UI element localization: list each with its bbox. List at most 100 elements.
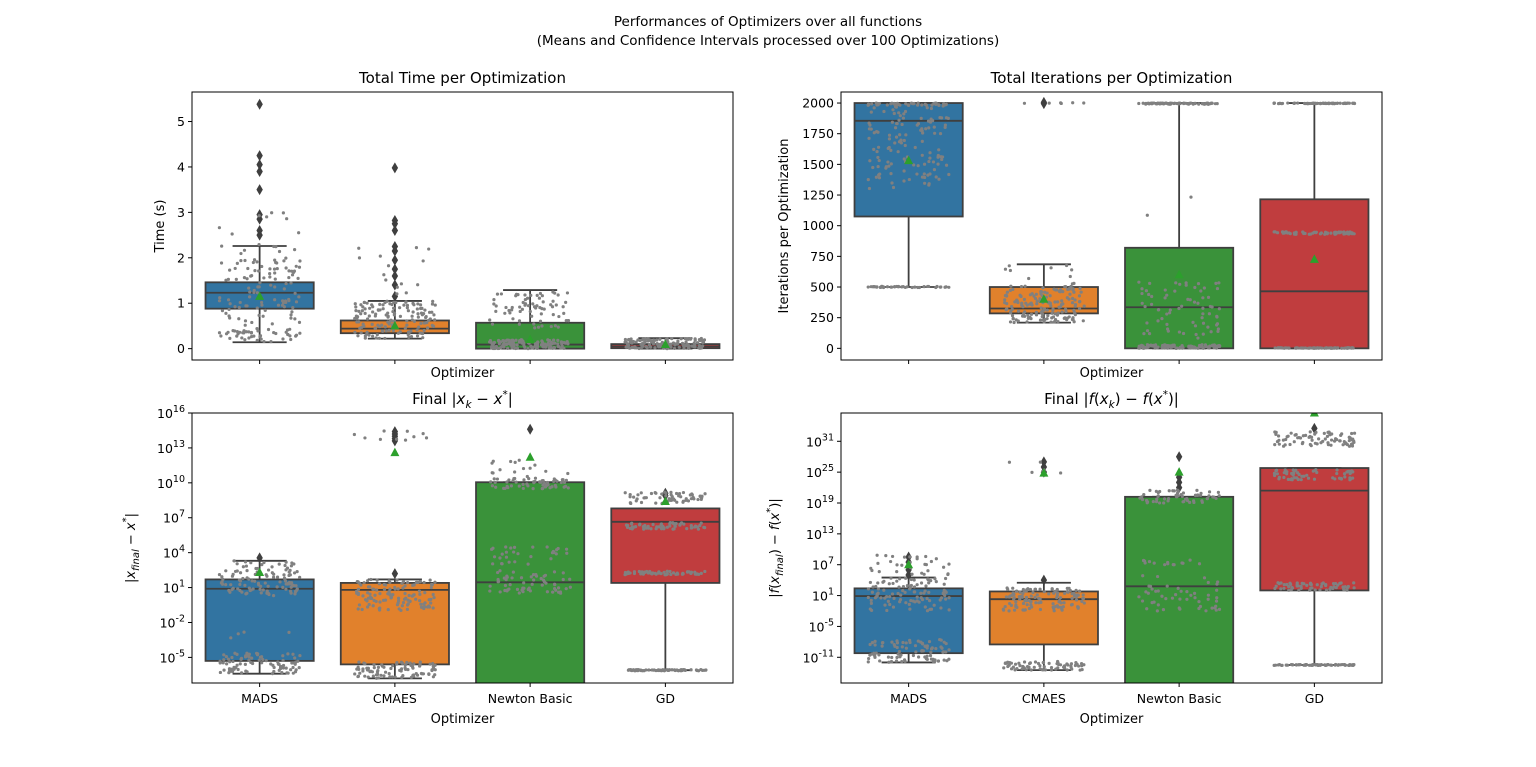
strip-point — [297, 231, 300, 234]
strip-point — [529, 310, 532, 313]
strip-point — [921, 598, 924, 601]
strip-point — [1186, 499, 1189, 502]
strip-point — [1193, 286, 1196, 289]
strip-point — [1052, 315, 1055, 318]
strip-point — [1336, 346, 1339, 349]
strip-point — [285, 561, 288, 564]
strip-point — [893, 643, 896, 646]
strip-point — [243, 249, 246, 252]
strip-point — [221, 309, 224, 312]
strip-point — [220, 261, 223, 264]
strip-point — [918, 601, 921, 604]
strip-point — [889, 172, 892, 175]
strip-point — [888, 603, 891, 606]
strip-point — [233, 652, 236, 655]
strip-point — [237, 632, 240, 635]
strip-point — [891, 555, 894, 558]
strip-point — [418, 599, 421, 602]
y-tick-label: 500 — [810, 280, 834, 295]
strip-point — [914, 644, 917, 647]
strip-point — [267, 328, 270, 331]
strip-point — [281, 659, 284, 662]
strip-point — [1012, 598, 1015, 601]
strip-point — [1164, 343, 1167, 346]
strip-point — [1026, 603, 1029, 606]
strip-point — [913, 590, 916, 593]
strip-point — [366, 317, 369, 320]
strip-point — [895, 570, 898, 573]
strip-point — [1006, 588, 1009, 591]
strip-point — [1078, 300, 1081, 303]
strip-point — [298, 576, 301, 579]
strip-point — [286, 333, 289, 336]
strip-point — [1029, 293, 1032, 296]
strip-point — [353, 331, 356, 334]
strip-point — [889, 286, 892, 289]
strip-point — [923, 589, 926, 592]
strip-point — [260, 337, 263, 340]
strip-point — [1064, 308, 1067, 311]
strip-point — [1051, 588, 1054, 591]
strip-point — [258, 659, 261, 662]
strip-point — [878, 159, 881, 162]
strip-point — [421, 672, 424, 675]
strip-point — [549, 343, 552, 346]
strip-point — [897, 103, 900, 106]
strip-point — [703, 492, 706, 495]
x-tick-label: MADS — [890, 691, 927, 706]
strip-point — [291, 306, 294, 309]
strip-point — [881, 645, 884, 648]
strip-point — [1310, 444, 1313, 447]
strip-point — [687, 499, 690, 502]
strip-point — [422, 432, 425, 435]
strip-point — [1324, 231, 1327, 234]
strip-point — [1166, 102, 1169, 105]
strip-point — [1072, 318, 1075, 321]
strip-point — [1150, 344, 1153, 347]
strip-point — [1039, 461, 1042, 464]
strip-point — [255, 260, 258, 263]
strip-point — [1050, 666, 1053, 669]
strip-point — [870, 111, 873, 114]
strip-point — [285, 266, 288, 269]
strip-point — [1320, 582, 1323, 585]
strip-point — [881, 641, 884, 644]
strip-point — [1023, 315, 1026, 318]
strip-point — [383, 429, 386, 432]
strip-point — [383, 588, 386, 591]
strip-point — [923, 163, 926, 166]
strip-point — [270, 211, 273, 214]
strip-point — [928, 182, 931, 185]
strip-point — [1156, 575, 1159, 578]
strip-point — [670, 337, 673, 340]
strip-point — [1291, 663, 1294, 666]
strip-point — [357, 668, 360, 671]
strip-point — [937, 178, 940, 181]
strip-point — [403, 598, 406, 601]
strip-point — [1326, 441, 1329, 444]
strip-point — [1335, 438, 1338, 441]
strip-point — [371, 305, 374, 308]
strip-point — [1276, 581, 1279, 584]
strip-point — [916, 124, 919, 127]
strip-point — [927, 120, 930, 123]
strip-point — [290, 310, 293, 313]
strip-point — [505, 575, 508, 578]
strip-point — [524, 298, 527, 301]
strip-point — [867, 660, 870, 663]
strip-point — [1287, 589, 1290, 592]
strip-point — [276, 585, 279, 588]
strip-point — [394, 675, 397, 678]
strip-point — [867, 587, 870, 590]
strip-point — [491, 562, 494, 565]
strip-point — [1071, 101, 1074, 104]
strip-point — [534, 306, 537, 309]
strip-point — [888, 582, 891, 585]
strip-point — [385, 329, 388, 332]
strip-point — [873, 106, 876, 109]
strip-point — [937, 154, 940, 157]
strip-point — [1298, 473, 1301, 476]
strip-point — [1353, 586, 1356, 589]
strip-point — [1207, 598, 1210, 601]
strip-point — [1182, 102, 1185, 105]
